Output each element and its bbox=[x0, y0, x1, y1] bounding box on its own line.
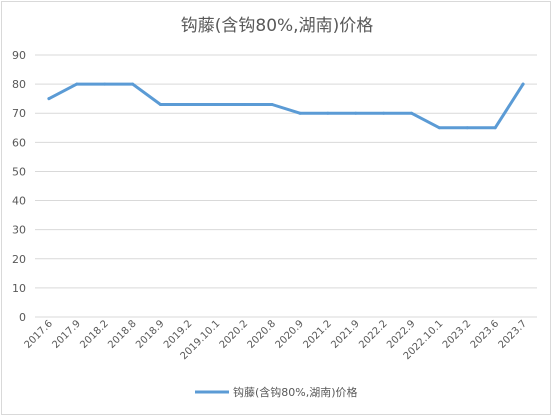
x-tick-label: 2018.9 bbox=[134, 318, 167, 351]
data-point bbox=[214, 102, 218, 106]
x-tick-label: 2017.6 bbox=[23, 318, 56, 351]
data-point bbox=[298, 111, 302, 115]
x-tick-label: 2017.9 bbox=[50, 318, 83, 351]
data-point bbox=[354, 111, 358, 115]
x-tick-label: 2021.2 bbox=[301, 318, 334, 351]
data-point bbox=[75, 82, 79, 86]
y-tick-label: 10 bbox=[12, 282, 26, 295]
data-point bbox=[103, 82, 107, 86]
data-point bbox=[410, 111, 413, 115]
x-tick-label: 2018.2 bbox=[78, 318, 111, 351]
y-tick-label: 80 bbox=[12, 78, 26, 91]
y-tick-label: 60 bbox=[12, 136, 26, 149]
y-tick-label: 20 bbox=[12, 253, 26, 266]
data-point bbox=[326, 111, 330, 115]
y-tick-label: 30 bbox=[12, 224, 26, 237]
data-point bbox=[270, 102, 274, 106]
chart-frame: 钩藤(含钩80%,湖南)价格 0 10 20 30 40 50 60 70 80 90 2017.… bbox=[1, 1, 551, 415]
x-tick-label: 2022.2 bbox=[357, 318, 390, 351]
y-tick-label: 50 bbox=[12, 165, 26, 178]
gridlines bbox=[35, 54, 537, 318]
data-point bbox=[47, 97, 51, 101]
data-point bbox=[159, 102, 162, 106]
x-tick-label: 2020.8 bbox=[246, 318, 279, 351]
y-tick-label: 40 bbox=[12, 195, 26, 208]
x-axis-ticks: 2017.62017.92018.22018.82018.92019.22019… bbox=[23, 318, 530, 362]
data-point bbox=[521, 82, 525, 86]
data-point bbox=[382, 111, 386, 115]
series-layer bbox=[47, 82, 525, 130]
y-tick-label: 70 bbox=[12, 107, 26, 120]
x-tick-label: 2023.6 bbox=[469, 318, 502, 351]
data-point bbox=[186, 102, 190, 106]
y-tick-label: 90 bbox=[12, 49, 26, 62]
x-tick-label: 2023.7 bbox=[497, 318, 530, 351]
x-tick-label: 2023.2 bbox=[441, 318, 474, 351]
data-point bbox=[493, 126, 497, 130]
x-tick-label: 2018.8 bbox=[106, 318, 139, 351]
legend-label: 钩藤(含钩80%,湖南)价格 bbox=[233, 385, 358, 399]
data-point bbox=[131, 82, 135, 86]
data-point bbox=[437, 126, 441, 130]
x-tick-label: 2020.2 bbox=[218, 318, 251, 351]
y-tick-label: 0 bbox=[19, 311, 26, 324]
x-tick-label: 2021.9 bbox=[329, 318, 362, 351]
chart-title: 钩藤(含钩80%,湖南)价格 bbox=[181, 16, 373, 36]
data-point bbox=[465, 126, 469, 130]
legend: 钩藤(含钩80%,湖南)价格 bbox=[195, 385, 358, 399]
data-point bbox=[242, 102, 246, 106]
x-tick-label: 2020.9 bbox=[274, 318, 307, 351]
y-axis-ticks: 0 10 20 30 40 50 60 70 80 90 bbox=[12, 49, 26, 324]
series-line bbox=[47, 82, 525, 130]
chart: 钩藤(含钩80%,湖南)价格 0 10 20 30 40 50 60 70 80 90 2017.… bbox=[12, 16, 537, 399]
